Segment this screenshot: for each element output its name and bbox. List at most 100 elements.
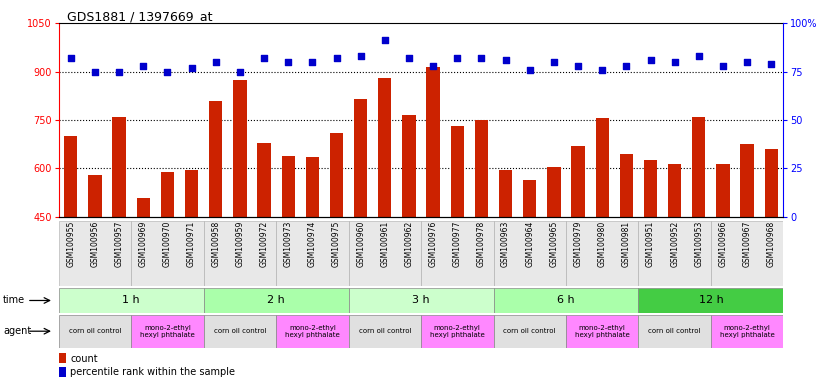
Bar <box>348 315 421 348</box>
Bar <box>450 126 464 362</box>
Bar <box>276 315 348 348</box>
Point <box>644 57 657 63</box>
Text: GSM100960: GSM100960 <box>356 221 366 267</box>
Bar <box>596 118 609 362</box>
Point <box>113 68 126 74</box>
Point <box>523 66 536 73</box>
Point <box>499 57 512 63</box>
Text: GSM100977: GSM100977 <box>453 221 462 267</box>
Bar <box>209 101 223 362</box>
Bar <box>402 115 415 362</box>
Bar <box>113 117 126 362</box>
Bar <box>427 67 440 362</box>
Bar <box>711 315 783 348</box>
Point <box>209 59 222 65</box>
Bar <box>59 288 204 313</box>
Point <box>379 37 392 43</box>
Text: GSM100958: GSM100958 <box>211 221 220 267</box>
Text: GSM100975: GSM100975 <box>332 221 341 267</box>
Text: GSM100976: GSM100976 <box>428 221 437 267</box>
Text: 3 h: 3 h <box>412 295 430 306</box>
Text: GSM100974: GSM100974 <box>308 221 317 267</box>
Text: GSM100981: GSM100981 <box>622 221 631 267</box>
Bar <box>348 288 494 313</box>
Point <box>571 63 584 69</box>
Text: 6 h: 6 h <box>557 295 574 306</box>
Text: corn oil control: corn oil control <box>649 328 701 334</box>
Point <box>620 63 633 69</box>
Text: 1 h: 1 h <box>122 295 140 306</box>
Point <box>88 68 101 74</box>
Point <box>64 55 78 61</box>
Bar <box>494 221 566 286</box>
Point <box>741 59 754 65</box>
Text: corn oil control: corn oil control <box>214 328 266 334</box>
Text: mono-2-ethyl
hexyl phthalate: mono-2-ethyl hexyl phthalate <box>574 325 630 338</box>
Point <box>306 59 319 65</box>
Bar <box>548 167 561 362</box>
Text: GSM100978: GSM100978 <box>477 221 486 267</box>
Text: percentile rank within the sample: percentile rank within the sample <box>70 367 235 377</box>
Text: GSM100967: GSM100967 <box>743 221 752 267</box>
Text: GSM100962: GSM100962 <box>405 221 414 267</box>
Bar <box>282 156 295 362</box>
Bar <box>378 78 392 362</box>
Bar <box>499 170 512 362</box>
Text: 2 h: 2 h <box>268 295 285 306</box>
Text: GSM100961: GSM100961 <box>380 221 389 267</box>
Text: GSM100964: GSM100964 <box>526 221 534 267</box>
Bar <box>59 315 131 348</box>
Bar <box>276 221 348 286</box>
Point <box>137 63 150 69</box>
Text: 12 h: 12 h <box>698 295 723 306</box>
Bar <box>136 198 150 362</box>
Bar <box>59 221 131 286</box>
Bar <box>161 172 174 362</box>
Point <box>548 59 561 65</box>
Text: GDS1881 / 1397669_at: GDS1881 / 1397669_at <box>67 10 212 23</box>
Bar <box>421 221 494 286</box>
Text: time: time <box>3 295 25 306</box>
Bar <box>619 154 633 362</box>
Text: agent: agent <box>3 326 32 336</box>
Text: GSM100980: GSM100980 <box>597 221 607 267</box>
Text: GSM100953: GSM100953 <box>694 221 703 267</box>
Text: GSM100968: GSM100968 <box>767 221 776 267</box>
Text: GSM100951: GSM100951 <box>646 221 655 267</box>
Bar <box>740 144 754 362</box>
Bar <box>131 315 204 348</box>
Text: mono-2-ethyl
hexyl phthalate: mono-2-ethyl hexyl phthalate <box>140 325 195 338</box>
Bar <box>233 79 246 362</box>
Bar <box>571 146 585 362</box>
Bar <box>348 221 421 286</box>
Bar <box>204 288 348 313</box>
Bar <box>88 175 102 362</box>
Bar <box>638 288 783 313</box>
Point <box>402 55 415 61</box>
Bar <box>494 288 638 313</box>
Bar <box>185 170 198 362</box>
Text: GSM100963: GSM100963 <box>501 221 510 267</box>
Bar <box>306 157 319 362</box>
Point <box>668 59 681 65</box>
Text: GSM100965: GSM100965 <box>549 221 558 267</box>
Bar <box>692 117 706 362</box>
Text: GSM100971: GSM100971 <box>187 221 196 267</box>
Point <box>427 63 440 69</box>
Point <box>716 63 730 69</box>
Bar <box>131 221 204 286</box>
Text: GSM100955: GSM100955 <box>66 221 75 267</box>
Text: mono-2-ethyl
hexyl phthalate: mono-2-ethyl hexyl phthalate <box>285 325 339 338</box>
Text: corn oil control: corn oil control <box>503 328 556 334</box>
Text: GSM100956: GSM100956 <box>91 221 100 267</box>
Point <box>765 61 778 67</box>
Bar <box>523 180 536 362</box>
Bar <box>330 133 344 362</box>
Bar <box>64 136 78 362</box>
Text: mono-2-ethyl
hexyl phthalate: mono-2-ethyl hexyl phthalate <box>720 325 774 338</box>
Point <box>354 53 367 59</box>
Bar <box>475 120 488 362</box>
Bar <box>668 164 681 362</box>
Point <box>475 55 488 61</box>
Bar <box>421 315 494 348</box>
